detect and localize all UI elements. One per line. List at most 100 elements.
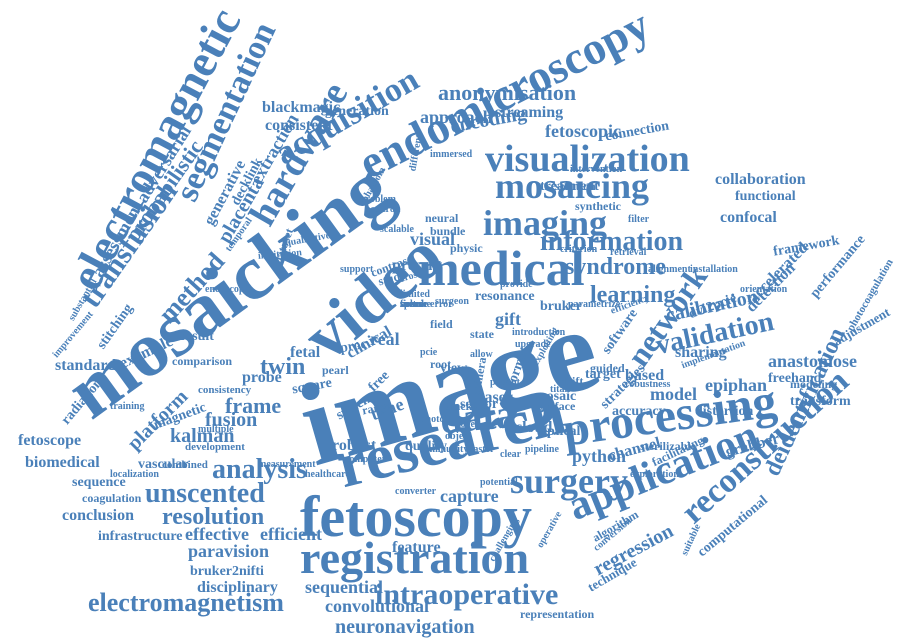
cloud-word: resonance xyxy=(475,289,535,304)
cloud-word: robust xyxy=(332,437,377,454)
cloud-word: intervention xyxy=(570,164,623,175)
cloud-word: fusion xyxy=(205,409,258,431)
cloud-word: pcie xyxy=(420,347,438,358)
cloud-word: surgery xyxy=(510,461,628,501)
cloud-word: efficient xyxy=(260,524,322,544)
cloud-word: functional xyxy=(735,189,796,204)
cloud-word: view xyxy=(440,361,468,376)
cloud-word: support xyxy=(340,264,374,275)
cloud-word: registration xyxy=(300,532,530,583)
cloud-word: limited xyxy=(400,289,430,300)
cloud-word: introduction xyxy=(512,327,566,338)
cloud-word: photo xyxy=(420,414,445,425)
cloud-word: modeling xyxy=(790,377,838,391)
cloud-word: fetal xyxy=(290,344,321,361)
cloud-word: orientation xyxy=(740,284,788,295)
cloud-word: laser xyxy=(480,389,513,406)
cloud-word: provide xyxy=(500,279,533,290)
cloud-word: epiphan xyxy=(705,375,768,395)
cloud-word: solution xyxy=(555,179,596,193)
cloud-word: surface xyxy=(538,399,576,413)
cloud-word: fetoscopic xyxy=(545,121,621,141)
cloud-word: paravision xyxy=(188,541,270,561)
cloud-word: sharing xyxy=(675,344,727,361)
cloud-word: cloud xyxy=(515,419,553,436)
cloud-word: field xyxy=(430,317,453,331)
cloud-word: allow xyxy=(470,349,493,360)
cloud-word: gift xyxy=(495,309,521,329)
cloud-word: training xyxy=(110,401,145,412)
cloud-word: volume xyxy=(400,299,432,310)
cloud-word: surgeon xyxy=(435,296,469,307)
cloud-word: physic xyxy=(450,241,483,255)
cloud-word: immersed xyxy=(430,149,473,160)
cloud-word: distortion xyxy=(695,404,754,419)
cloud-word: robustness xyxy=(625,379,671,390)
cloud-word: confocal xyxy=(720,209,777,226)
cloud-word: collaboration xyxy=(715,171,806,188)
cloud-word: novel xyxy=(455,419,478,430)
cloud-word: focus xyxy=(400,299,423,310)
cloud-word: approach xyxy=(420,107,493,127)
cloud-word: model xyxy=(650,384,697,404)
cloud-word: streaming xyxy=(495,104,564,121)
cloud-word: quality xyxy=(405,439,448,454)
cloud-word: capture xyxy=(440,486,499,506)
cloud-word: feature xyxy=(392,539,441,556)
cloud-word: installation xyxy=(690,264,738,275)
cloud-word: bruker xyxy=(540,299,582,314)
cloud-word: intraoperative xyxy=(375,578,559,611)
cloud-word: sensor xyxy=(460,397,499,412)
cloud-word: upgrade xyxy=(515,339,551,350)
cloud-word: bruker2nifti xyxy=(190,564,264,579)
cloud-word: positron xyxy=(365,204,401,215)
cloud-word: problem xyxy=(360,194,396,205)
cloud-word: pipeline xyxy=(525,444,559,455)
cloud-word: object xyxy=(445,431,472,442)
cloud-word: electromagnetism xyxy=(88,588,284,617)
cloud-word: pearl xyxy=(322,363,349,377)
cloud-word: resolution xyxy=(162,504,265,530)
cloud-word: analysis xyxy=(212,454,307,485)
cloud-word: tracking xyxy=(445,399,489,413)
cloud-word: criterion xyxy=(560,244,598,255)
cloud-word: sequential xyxy=(305,577,384,597)
cloud-word: measurement xyxy=(258,459,316,470)
cloud-word: generation xyxy=(325,104,389,119)
cloud-word: probe xyxy=(242,369,282,386)
cloud-word: unscented xyxy=(145,478,265,509)
cloud-word: sequence xyxy=(72,475,126,490)
cloud-word: exploration xyxy=(630,469,679,480)
cloud-word: scalable xyxy=(380,224,414,235)
cloud-word: comparison xyxy=(172,354,232,368)
cloud-word: frame xyxy=(225,393,282,418)
cloud-word: fetoscope xyxy=(18,432,82,449)
cloud-word: alignment xyxy=(648,264,691,275)
cloud-word: infrastructure xyxy=(98,529,183,544)
cloud-word: filter xyxy=(628,214,650,225)
cloud-word: transform xyxy=(790,394,851,409)
cloud-word: kalman xyxy=(170,425,235,447)
cloud-word: learning xyxy=(590,282,676,308)
cloud-word: anastomose xyxy=(768,351,857,371)
cloud-word: python xyxy=(572,446,627,466)
cloud-word: fetoscopy xyxy=(300,484,532,549)
cloud-word: medical xyxy=(418,240,585,296)
cloud-word: patient xyxy=(490,377,520,388)
cloud-word: clear xyxy=(500,449,522,460)
cloud-word: bundle xyxy=(430,224,466,238)
cloud-word: synthetic xyxy=(575,199,621,213)
cloud-word: root xyxy=(430,357,452,371)
cloud-word: result xyxy=(180,329,214,344)
cloud-word: accuracy xyxy=(612,404,666,419)
cloud-word: parametrize xyxy=(568,299,621,310)
cloud-word: consistent xyxy=(265,117,333,134)
cloud-word: mosaic xyxy=(535,389,577,404)
cloud-word: visualization xyxy=(485,138,690,180)
cloud-word: neuronavigation xyxy=(335,616,475,638)
cloud-word: imaging xyxy=(483,203,608,243)
cloud-word: potential xyxy=(480,477,518,488)
cloud-word: effective xyxy=(185,524,249,544)
cloud-word: converter xyxy=(395,486,437,497)
